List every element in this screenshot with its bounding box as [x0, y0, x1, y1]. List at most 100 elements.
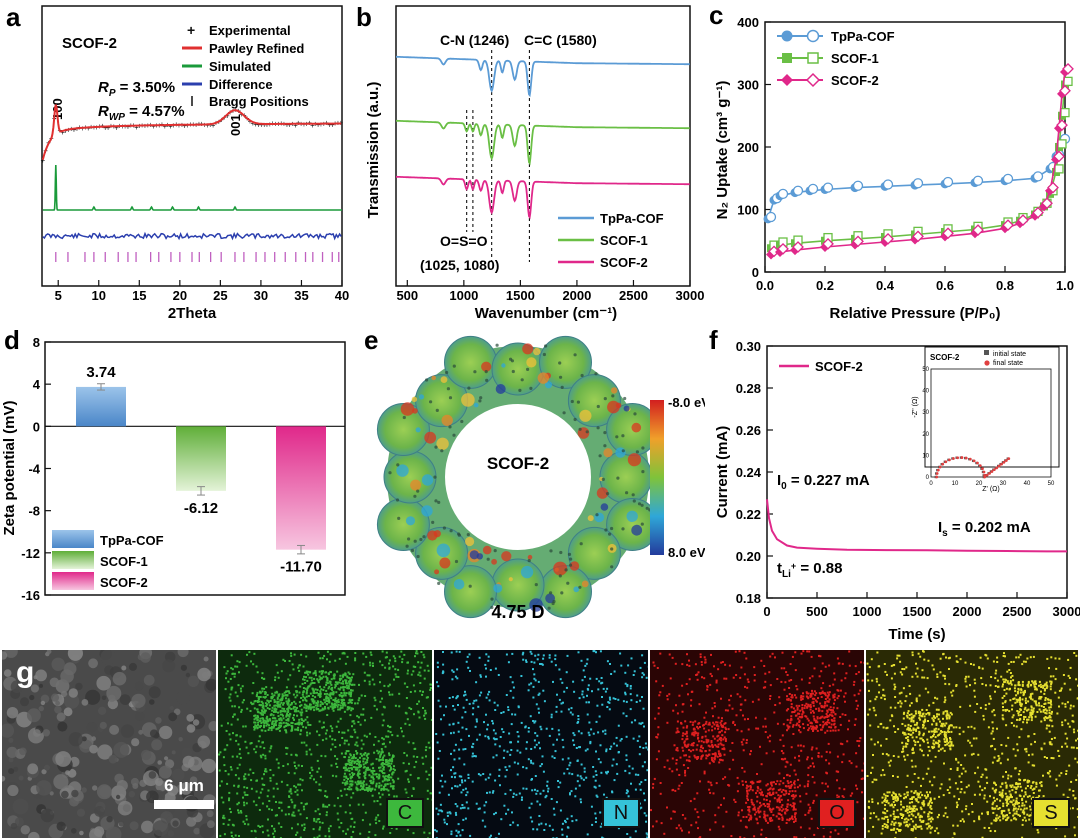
- eds-dot: [371, 794, 374, 797]
- eds-dot: [709, 683, 712, 686]
- eds-dot: [794, 818, 797, 820]
- eds-dot: [229, 693, 232, 696]
- eds-dot: [672, 810, 675, 813]
- eds-dot: [280, 801, 283, 804]
- eds-dot: [794, 812, 797, 815]
- eds-dot: [357, 699, 360, 702]
- eds-dot: [855, 752, 858, 755]
- eds-dot: [763, 810, 766, 813]
- eds-dot: [561, 828, 564, 831]
- eds-dot: [418, 671, 421, 674]
- eds-dot: [379, 700, 382, 703]
- eds-dot: [286, 784, 289, 787]
- eds-dot: [770, 784, 773, 787]
- eds-dot: [839, 689, 842, 692]
- eds-dot: [343, 756, 346, 758]
- eds-dot: [330, 683, 333, 686]
- eds-dot: [806, 705, 809, 708]
- eds-dot: [867, 806, 870, 808]
- eds-dot: [289, 788, 292, 791]
- eds-dot: [332, 699, 335, 701]
- eds-dot: [329, 705, 332, 708]
- eds-dot: [284, 694, 287, 697]
- sem-grain: [56, 821, 66, 831]
- atom-dot: [434, 445, 438, 449]
- eds-dot: [532, 828, 535, 831]
- eds-dot: [273, 694, 276, 697]
- eds-dot: [424, 712, 427, 715]
- eds-dot: [345, 832, 347, 835]
- eds-dot: [845, 828, 848, 831]
- eds-dot: [381, 770, 383, 773]
- eds-dot: [793, 711, 796, 713]
- eds-dot: [890, 823, 893, 826]
- eds-dot: [360, 784, 363, 787]
- inset-point-final: [968, 457, 972, 461]
- atom-dot: [637, 502, 642, 506]
- eds-dot: [281, 695, 284, 698]
- sem-grain: [94, 806, 105, 817]
- eds-dot: [348, 693, 351, 696]
- eds-dot: [781, 804, 784, 807]
- eds-dot: [690, 704, 692, 707]
- eds-dot: [274, 709, 277, 712]
- eds-dot: [525, 661, 528, 663]
- eds-dot: [828, 713, 831, 716]
- eds-dot: [785, 792, 788, 795]
- eds-dot: [252, 800, 255, 803]
- x-tick-label: 1.0: [1056, 278, 1074, 293]
- esp-charge-spot: [436, 437, 449, 450]
- eds-dot: [749, 817, 752, 820]
- eds-dot: [364, 777, 367, 780]
- eds-dot: [347, 701, 350, 704]
- eds-dot: [537, 693, 540, 696]
- eds-dot: [793, 820, 795, 823]
- eds-dot: [389, 782, 392, 785]
- eds-dot: [240, 811, 243, 814]
- eds-dot: [270, 725, 273, 728]
- eds-dot: [374, 736, 377, 738]
- eds-dot: [300, 723, 303, 726]
- eds-dot: [825, 771, 828, 774]
- inset-title: SCOF-2: [930, 353, 960, 362]
- eds-dot: [624, 691, 627, 694]
- eds-dot: [716, 689, 719, 692]
- eds-dot: [777, 794, 780, 797]
- legend-label-scof2: SCOF-2: [815, 359, 863, 374]
- eds-dot: [638, 722, 641, 725]
- eds-dot: [798, 712, 801, 715]
- sem-grain: [155, 717, 162, 724]
- esp-charge-spot: [491, 558, 497, 565]
- eds-dot: [1005, 692, 1008, 695]
- eds-dot: [266, 718, 269, 721]
- inset-x-tick-label: 50: [1048, 481, 1055, 487]
- eds-dot: [331, 743, 334, 746]
- eds-dot: [719, 721, 722, 724]
- eds-dot: [708, 723, 711, 726]
- eds-dot: [491, 720, 494, 722]
- eds-dot: [753, 674, 756, 676]
- eds-dot: [781, 816, 784, 819]
- eds-dot: [295, 728, 298, 731]
- eds-dot: [816, 716, 819, 719]
- esp-charge-spot: [529, 598, 543, 612]
- eds-dot: [718, 731, 721, 734]
- eds-dot: [681, 663, 684, 666]
- eds-dot: [266, 723, 269, 726]
- eds-dot: [493, 701, 496, 704]
- eds-dot: [561, 833, 564, 836]
- eds-dot: [236, 660, 239, 663]
- eds-dot: [349, 680, 352, 683]
- eds-dot: [577, 718, 580, 721]
- eds-dot: [336, 766, 339, 768]
- eds-dot: [826, 704, 829, 707]
- eds-dot: [594, 812, 597, 815]
- sem-grain: [149, 729, 159, 738]
- eds-dot: [855, 784, 857, 787]
- eds-dot: [323, 693, 326, 695]
- eds-dot: [594, 786, 597, 789]
- eds-dot: [292, 706, 295, 709]
- eds-dot: [629, 685, 632, 687]
- eds-dot: [587, 684, 590, 687]
- eds-dot: [312, 828, 315, 831]
